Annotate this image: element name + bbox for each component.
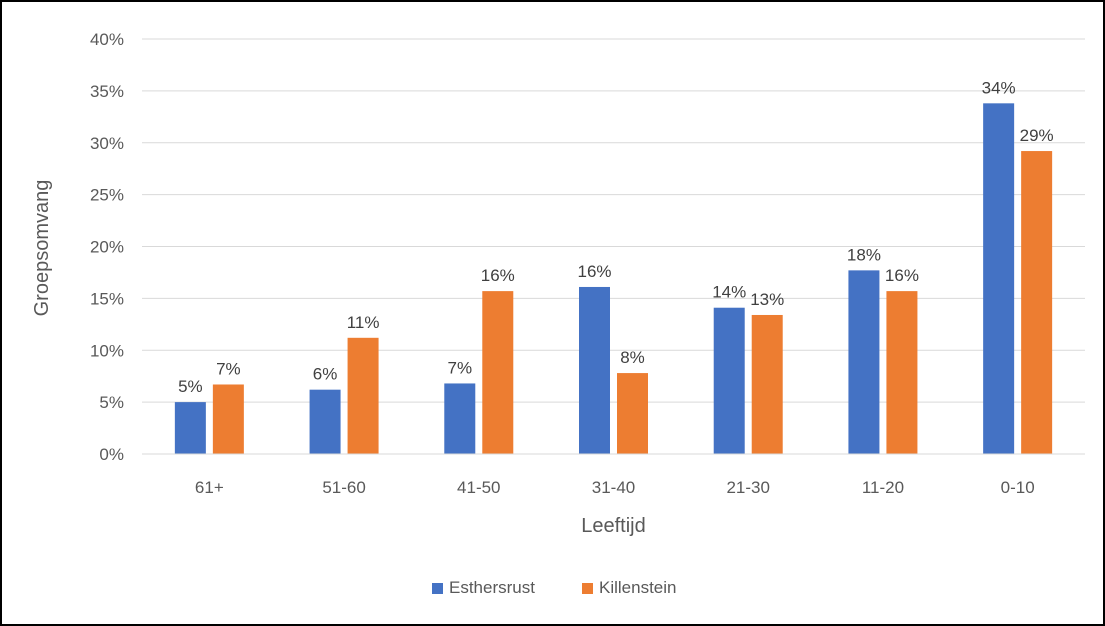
y-tick-label: 30% [90, 134, 124, 153]
y-tick-label: 10% [90, 341, 124, 360]
legend-swatch [432, 583, 443, 594]
bar-esthersrust-21-30 [713, 307, 745, 454]
data-label: 6% [313, 365, 338, 384]
legend-label: Killenstein [599, 578, 677, 597]
data-label: 13% [750, 290, 784, 309]
y-tick-label: 40% [90, 30, 124, 49]
data-labels: 5%7% 6%11%7%16% 16%8%14% 13%18%16%34%29% [178, 78, 1054, 396]
bar-killenstein-61+ [212, 384, 244, 454]
bars [174, 103, 1053, 455]
bar-killenstein-51-60 [347, 337, 379, 454]
y-axis-ticks: 0% 5% 10% 15% 20% 25% 30% 35% 40% [90, 30, 124, 464]
x-axis-title: Leeftijd [581, 515, 646, 537]
y-tick-label: 20% [90, 238, 124, 257]
bar-esthersrust-31-40 [579, 286, 610, 454]
legend-label: Esthersrust [449, 578, 535, 597]
legend: Esthersrust Killenstein [432, 578, 677, 597]
data-label: 7% [216, 359, 241, 378]
x-tick-label: 51-60 [322, 478, 365, 497]
data-label: 8% [620, 348, 645, 367]
gridlines [142, 38, 1085, 403]
data-label: 34% [982, 78, 1016, 97]
data-label: 16% [885, 266, 919, 285]
bar-esthersrust-41-50 [444, 383, 476, 454]
data-label: 11% [347, 313, 380, 332]
x-tick-label: 31-40 [592, 478, 635, 497]
x-tick-label: 21-30 [726, 478, 769, 497]
bar-killenstein-21-30 [751, 314, 783, 454]
bar-esthersrust-0-10 [983, 103, 1015, 454]
y-axis-title: Groepsomvang [31, 180, 53, 317]
x-tick-label: 41-50 [457, 478, 500, 497]
data-label: 18% [847, 245, 881, 264]
data-label: 29% [1020, 126, 1054, 145]
bar-killenstein-0-10 [1021, 151, 1053, 455]
bar-esthersrust-51-60 [309, 389, 341, 454]
data-label: 16% [481, 266, 515, 285]
bar-killenstein-11-20 [886, 291, 918, 454]
bar-esthersrust-11-20 [848, 270, 880, 454]
data-label: 16% [577, 262, 611, 281]
legend-swatch [582, 583, 593, 594]
x-tick-label: 61+ [195, 478, 224, 497]
x-tick-label: 11-20 [862, 478, 904, 497]
data-label: 7% [447, 358, 472, 377]
y-tick-label: 5% [99, 393, 124, 412]
bar-killenstein-31-40 [617, 373, 648, 454]
y-tick-label: 25% [90, 186, 124, 205]
y-tick-label: 35% [90, 82, 124, 101]
y-tick-label: 15% [90, 289, 124, 308]
bar-esthersrust-61+ [174, 402, 206, 454]
bar-killenstein-41-50 [482, 291, 514, 454]
data-label: 14% [712, 283, 746, 302]
x-axis-ticks: 61+ 51-60 41-50 31-40 21-30 11-20 0-10 [195, 478, 1035, 497]
y-tick-label: 0% [99, 445, 124, 464]
x-tick-label: 0-10 [1001, 478, 1035, 497]
data-label: 5% [178, 377, 203, 396]
